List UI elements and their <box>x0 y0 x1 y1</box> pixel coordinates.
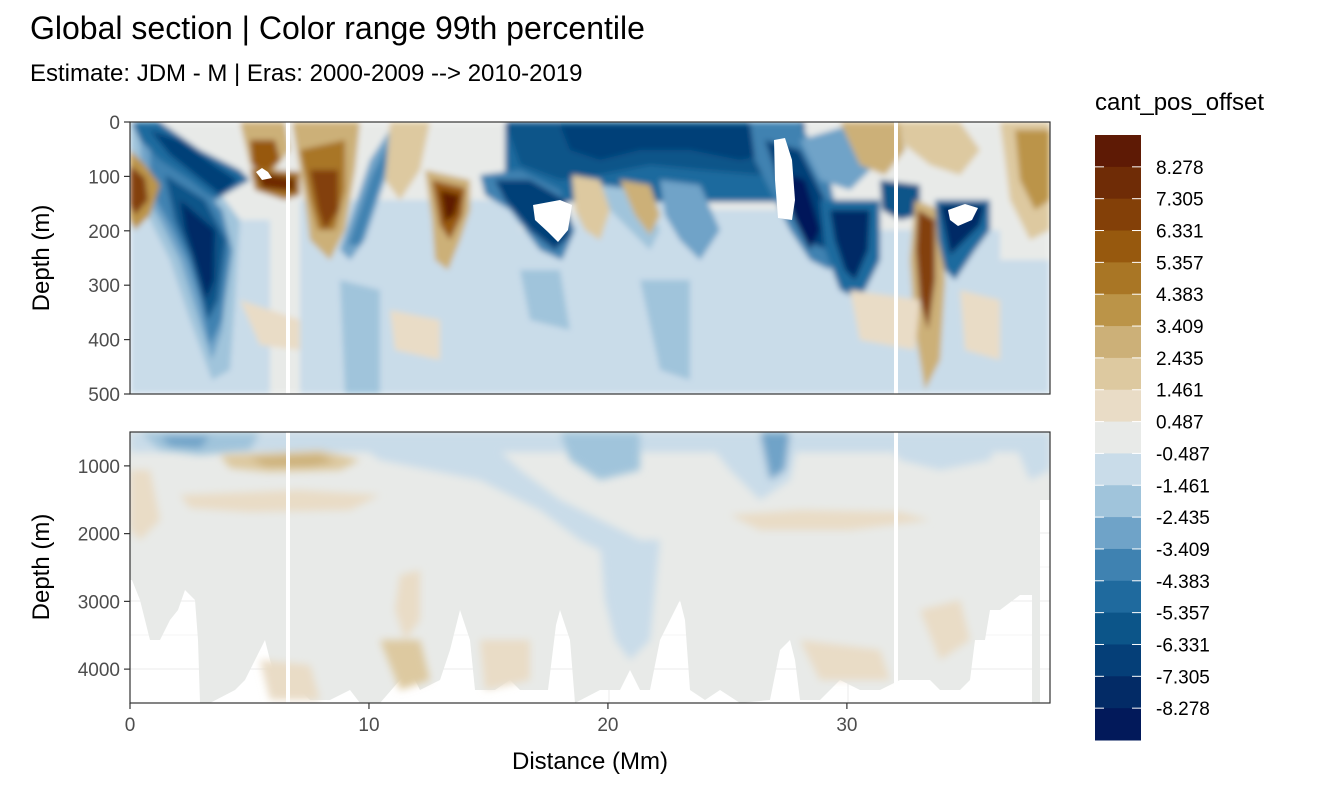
legend-label: -5.357 <box>1156 604 1210 625</box>
top-y-tick-label: 500 <box>88 385 120 406</box>
legend-label: -2.435 <box>1156 508 1210 529</box>
legend-swatch <box>1095 262 1141 295</box>
legend-label: 5.357 <box>1156 253 1204 274</box>
legend-swatch <box>1095 326 1141 359</box>
x-axis-title: Distance (Mm) <box>512 748 668 775</box>
top-y-axis: 0 100 200 300 400 500 <box>88 113 130 406</box>
legend-label: -7.305 <box>1156 667 1210 688</box>
legend-swatch <box>1095 548 1141 582</box>
top-y-tick-label: 100 <box>88 167 120 188</box>
legend-swatch <box>1095 230 1141 263</box>
legend-label: -8.278 <box>1156 699 1210 720</box>
legend-swatch <box>1095 708 1141 741</box>
bottom-panel-border <box>129 431 1051 704</box>
legend-label: -3.409 <box>1156 540 1210 561</box>
legend-label: 1.461 <box>1156 381 1204 402</box>
legend-label: -4.383 <box>1156 572 1210 593</box>
na-column <box>894 122 898 394</box>
top-panel <box>129 121 1051 395</box>
bottom-panel <box>129 431 1051 704</box>
x-tick-label: 0 <box>125 715 136 736</box>
bottom-heatmap <box>130 432 1050 703</box>
legend-swatch <box>1095 517 1141 550</box>
bottom-y-tick-label: 4000 <box>78 660 120 681</box>
top-y-tick-label: 400 <box>88 331 120 352</box>
legend-swatch <box>1095 421 1141 454</box>
legend-label: -0.487 <box>1156 444 1210 465</box>
legend-swatch <box>1095 644 1141 677</box>
chart-title: Global section | Color range 99th percen… <box>30 10 645 46</box>
bottom-y-tick-label: 1000 <box>78 457 120 478</box>
legend-label: 6.331 <box>1156 222 1204 243</box>
legend-label: 0.487 <box>1156 413 1204 434</box>
legend-swatch <box>1095 294 1141 327</box>
legend-swatch <box>1095 676 1141 709</box>
legend-swatch <box>1095 198 1141 232</box>
legend-label: 3.409 <box>1156 317 1204 338</box>
legend-swatch <box>1095 453 1141 486</box>
bottom-y-axis-title: Depth (m) <box>28 514 55 621</box>
x-tick-label: 20 <box>597 715 618 736</box>
na-patch <box>774 138 795 220</box>
x-tick-label: 10 <box>358 715 379 736</box>
legend-label: 4.383 <box>1156 285 1204 306</box>
na-patch <box>948 204 978 226</box>
top-y-tick-label: 0 <box>109 113 120 134</box>
legend-label: 8.278 <box>1156 158 1204 179</box>
legend-swatch <box>1095 357 1141 391</box>
x-axis: 0 10 20 30 <box>125 703 857 736</box>
na-column <box>286 122 290 394</box>
legend-swatch <box>1095 135 1141 168</box>
na-patch <box>533 200 572 242</box>
legend-swatch <box>1095 612 1141 645</box>
top-y-tick-label: 300 <box>88 276 120 297</box>
top-heatmap <box>130 122 1050 394</box>
na-column <box>894 432 898 703</box>
bottom-y-axis: 1000 2000 3000 4000 <box>78 457 130 681</box>
legend-label: -6.331 <box>1156 635 1210 656</box>
bottom-y-tick-label: 2000 <box>78 525 120 546</box>
legend-swatch <box>1095 485 1141 518</box>
legend-label: 2.435 <box>1156 349 1204 370</box>
bottom-y-tick-label: 3000 <box>78 592 120 613</box>
legend: 8.278 7.305 6.331 5.357 4.383 3.409 2.435 1.461… <box>1095 135 1210 741</box>
top-y-tick-label: 200 <box>88 222 120 243</box>
legend-title: cant_pos_offset <box>1095 89 1264 116</box>
legend-label: -1.461 <box>1156 476 1210 497</box>
legend-label: 7.305 <box>1156 190 1204 211</box>
legend-swatch <box>1095 389 1141 423</box>
na-patch <box>256 168 272 180</box>
na-column <box>286 432 290 703</box>
top-y-axis-title: Depth (m) <box>28 205 55 312</box>
legend-swatch <box>1095 580 1141 614</box>
legend-swatch <box>1095 166 1141 200</box>
x-tick-label: 30 <box>836 715 857 736</box>
chart-subtitle: Estimate: JDM - M | Eras: 2000-2009 --> … <box>30 60 583 87</box>
top-panel-border <box>129 121 1051 395</box>
